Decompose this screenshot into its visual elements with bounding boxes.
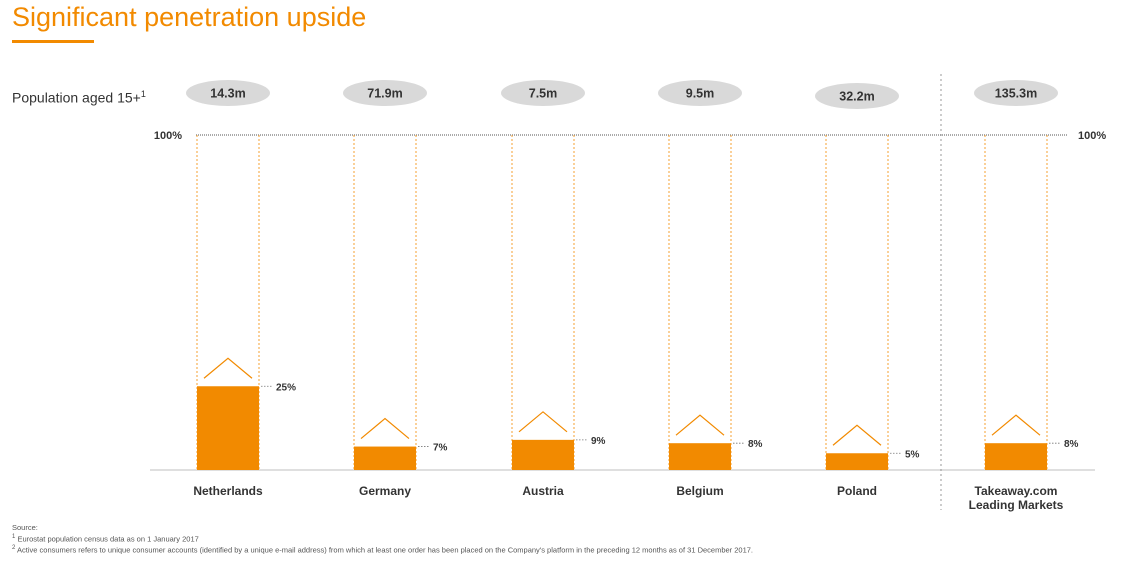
population-label: Population aged 15+1 [12, 89, 146, 106]
population-pill [815, 83, 899, 109]
footer-note-1: 1 Eurostat population census data as on … [12, 533, 753, 544]
population-pill [658, 80, 742, 106]
title-underline [12, 40, 94, 43]
page-title: Significant penetration upside [12, 2, 367, 32]
population-pill [343, 80, 427, 106]
bar [197, 386, 259, 470]
chevron-up-icon [991, 414, 1041, 436]
chevron-up-icon [675, 414, 725, 436]
value-label: 8% [1064, 439, 1079, 450]
footer: Source: 1 Eurostat population census dat… [12, 523, 753, 555]
population-value: 7.5m [529, 87, 558, 101]
bar [985, 443, 1047, 470]
population-pill [501, 80, 585, 106]
chevron-up-icon [518, 411, 568, 433]
category-label: Germany [359, 484, 411, 498]
footer-note-1-text: Eurostat population census data as on 1 … [17, 534, 199, 543]
chevron-up-icon [360, 417, 410, 440]
footer-note-1-sup: 1 [12, 533, 16, 540]
value-label: 25% [276, 382, 296, 393]
chevron-up-icon [203, 357, 253, 379]
penetration-chart: 100% 100% 25% 14.3m Netherlands 7% 71.9m German… [150, 74, 1106, 512]
bar [354, 446, 416, 470]
category-label: Leading Markets [969, 498, 1064, 512]
bar [512, 439, 574, 470]
category-label: Austria [522, 484, 564, 498]
population-pill [974, 80, 1058, 106]
footer-source: Source: [12, 523, 38, 532]
value-label: 5% [905, 449, 920, 460]
value-label: 7% [433, 443, 448, 454]
population-label-text: Population aged 15+ [12, 89, 141, 106]
category-label: Belgium [676, 484, 723, 498]
value-label: 9% [591, 436, 606, 447]
bar [826, 453, 888, 470]
category-label: Poland [837, 484, 877, 498]
chevron-up-icon [832, 424, 882, 446]
footer-note-2: 2 Active consumers refers to unique cons… [12, 544, 753, 555]
y-top-label-right: 100% [1078, 130, 1106, 142]
footer-note-2-text: Active consumers refers to unique consum… [17, 545, 754, 554]
population-pill [186, 80, 270, 106]
category-label: Netherlands [193, 484, 263, 498]
population-value: 9.5m [686, 87, 715, 101]
population-value: 135.3m [995, 87, 1037, 101]
population-value: 71.9m [367, 87, 402, 101]
population-value: 14.3m [210, 87, 245, 101]
footer-note-2-sup: 2 [12, 544, 16, 551]
y-top-label-left: 100% [154, 130, 182, 142]
bar [669, 443, 731, 470]
population-value: 32.2m [839, 90, 874, 104]
value-label: 8% [748, 439, 763, 450]
category-label: Takeaway.com [975, 484, 1058, 498]
population-label-sup: 1 [140, 89, 146, 99]
